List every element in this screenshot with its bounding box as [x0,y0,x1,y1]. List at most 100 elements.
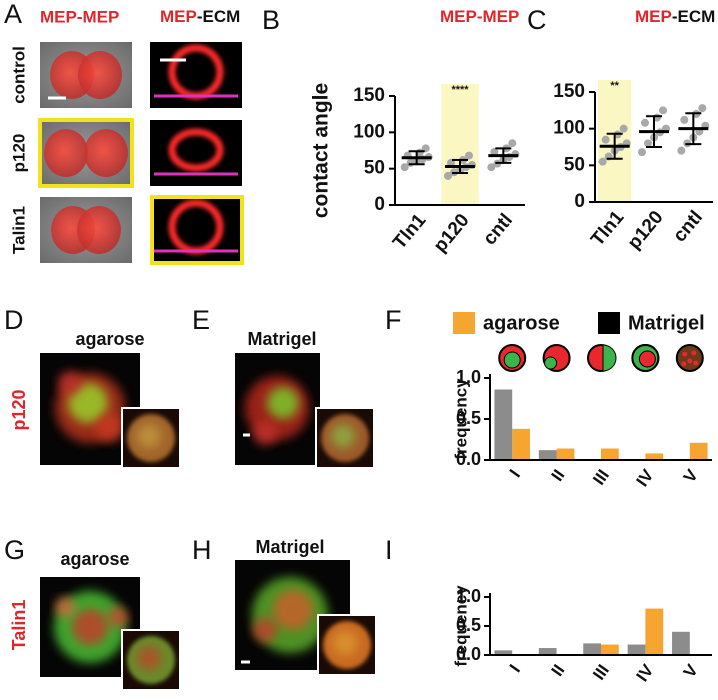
blob [58,371,82,395]
x-tick-label: V [680,465,702,486]
bar [601,448,619,460]
class-icon [544,356,558,370]
significance: **** [451,84,469,96]
x-tick-label: p120 [624,207,668,254]
bar [512,428,530,460]
y-tick-label: 0.0 [456,644,481,664]
data-point [490,147,499,156]
y-tick-label: 0.5 [456,615,481,635]
legend-swatch [453,312,475,334]
title-part: MEP-MEP [440,7,519,26]
class-icon [682,351,688,357]
data-point [487,163,496,172]
data-point [598,157,607,166]
cell [77,206,121,254]
cell [84,129,128,177]
y-tick-label: 50 [564,154,585,175]
highlight [441,84,479,205]
blob [68,383,108,423]
data-point [638,148,646,157]
image-label: agarose [60,549,129,569]
x-tick-label: cntl [669,207,707,246]
legend-label: Matrigel [628,312,705,334]
bar [689,442,708,460]
panel-letter: F [385,305,402,335]
chart-title: MEP-MEP [440,7,519,26]
row-label: control [9,46,28,104]
y-tick-label: 50 [364,158,385,179]
header-part: -ECM [197,7,240,26]
row-label: p120 [9,134,28,173]
panel-letter: E [192,305,210,335]
y-axis-label: frequency [451,585,470,667]
data-point [659,106,667,115]
class-icon [687,358,693,364]
column-header: MEP-MEP [40,7,119,26]
x-tick-label: I [506,466,524,481]
y-tick-label: 0 [374,194,385,215]
y-tick-label: 0 [574,191,585,212]
data-point [444,171,452,180]
x-tick-label: cntl [479,210,517,249]
bar [494,389,513,460]
x-tick-label: IV [633,465,658,490]
class-icon [675,344,704,372]
y-tick-label: 1.0 [456,586,481,606]
row-label: Talin1 [9,206,28,254]
image-label: agarose [75,329,144,349]
blob [273,590,313,630]
title-part: -ECM [672,7,715,26]
blob [253,421,277,445]
panel-letter: H [192,535,212,565]
panel-letter: A [4,0,22,29]
blob [253,618,277,642]
bar [645,453,664,460]
chart-title: MEP-ECM [635,7,715,26]
row-label: p120 [9,389,29,430]
data-point [601,135,610,144]
data-point [619,124,628,133]
class-icon [681,361,687,367]
highlight-frame [38,118,134,188]
y-tick-label: 150 [553,81,585,102]
inset-blob [137,646,161,670]
cell [78,51,122,99]
data-point [644,139,652,148]
y-tick-label: 100 [553,118,585,139]
y-tick-label: 0.5 [456,408,481,428]
y-tick-label: 150 [353,85,385,106]
class-icon [638,350,656,368]
x-tick-label: I [506,661,524,676]
legend-label: agarose [483,312,560,334]
bar [672,631,690,655]
data-point [698,104,707,113]
inset-blob [137,424,161,448]
blob [267,387,299,419]
y-axis-label: frequency [451,378,470,460]
class-icon [693,360,699,366]
panel-letter: B [262,5,280,35]
inset-blob [333,631,357,655]
cell [44,129,88,177]
x-tick-label: V [680,660,702,681]
panel-letter: C [527,5,547,35]
y-tick-label: 1.0 [456,367,481,387]
data-point [508,139,517,148]
x-tick-label: III [589,466,613,489]
bar [538,648,557,655]
panel-letter: G [4,535,25,565]
class-icon [691,350,697,356]
x-tick-label: IV [633,660,658,685]
significance: ** [610,80,619,92]
bar [627,644,646,655]
bar [538,450,557,460]
bar [494,650,513,655]
data-point [641,118,649,127]
x-tick-label: II [548,466,569,485]
legend-swatch [598,312,620,334]
header-part: MEP [160,7,197,26]
highlight-frame [150,195,244,265]
panel-letter: D [4,305,24,335]
y-tick-label: 100 [353,121,385,142]
